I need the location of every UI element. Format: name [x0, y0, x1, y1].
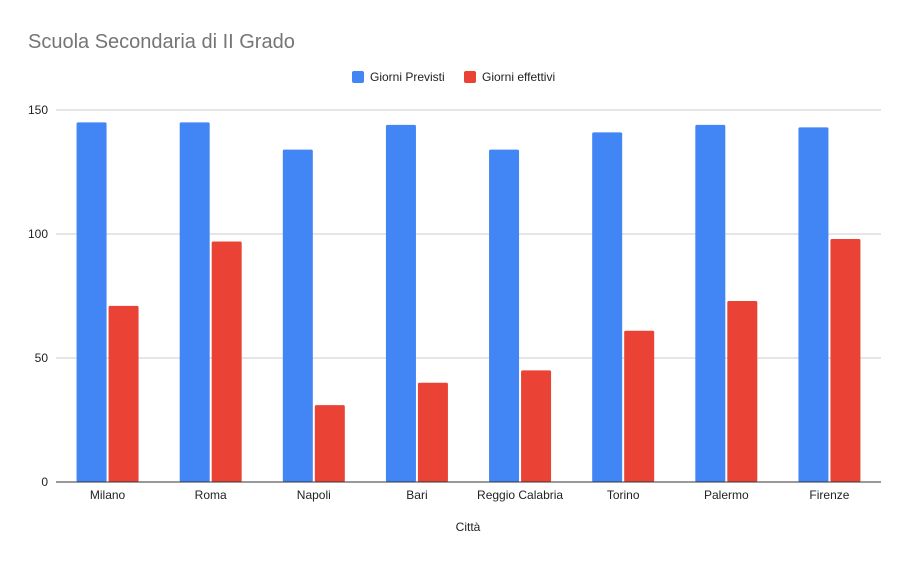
x-tick-label: Roma	[195, 488, 227, 502]
legend-swatch-giorni-effettivi	[464, 71, 476, 83]
x-tick-label: Milano	[90, 488, 126, 502]
legend-label-giorni-effettivi: Giorni effettivi	[482, 70, 555, 84]
bar-giorni-previsti-palermo	[695, 124, 726, 482]
x-axis-ticks: Milano Roma Napoli Bari Reggio Calabria Torin…	[90, 488, 850, 502]
bar-giorni-effettivi-roma	[211, 241, 242, 482]
x-tick-label: Palermo	[704, 488, 749, 502]
bar-giorni-effettivi-bari	[417, 382, 448, 482]
bar-giorni-effettivi-palermo	[727, 300, 758, 482]
legend-label-giorni-previsti: Giorni Previsti	[370, 70, 445, 84]
bar-giorni-effettivi-reggio-calabria	[521, 370, 552, 482]
y-tick-label: 150	[28, 103, 48, 117]
y-tick-label: 100	[28, 227, 48, 241]
y-axis-ticks: 0 50 100 150	[28, 103, 48, 489]
bar-giorni-previsti-bari	[385, 124, 416, 482]
bar-giorni-previsti-napoli	[282, 149, 313, 482]
y-tick-label: 50	[35, 351, 49, 365]
legend-swatch-giorni-previsti	[352, 71, 364, 83]
bar-giorni-previsti-firenze	[798, 127, 829, 483]
x-tick-label: Reggio Calabria	[477, 488, 563, 502]
x-tick-label: Napoli	[297, 488, 331, 502]
legend: Giorni Previsti Giorni effettivi	[352, 70, 555, 84]
x-tick-label: Torino	[607, 488, 640, 502]
bar-giorni-previsti-roma	[179, 122, 210, 483]
bar-giorni-previsti-milano	[76, 122, 107, 483]
bar-giorni-previsti-reggio-calabria	[489, 149, 520, 482]
bars	[76, 122, 861, 483]
bar-giorni-effettivi-torino	[624, 330, 655, 482]
chart-title: Scuola Secondaria di II Grado	[28, 31, 295, 53]
x-tick-label: Bari	[406, 488, 427, 502]
bar-giorni-effettivi-napoli	[314, 405, 345, 482]
y-tick-label: 0	[41, 475, 48, 489]
x-tick-label: Firenze	[809, 488, 849, 502]
bar-giorni-effettivi-firenze	[830, 238, 861, 482]
bar-giorni-effettivi-milano	[108, 305, 139, 482]
bar-giorni-previsti-torino	[592, 132, 623, 482]
x-axis-title: Città	[456, 520, 481, 534]
